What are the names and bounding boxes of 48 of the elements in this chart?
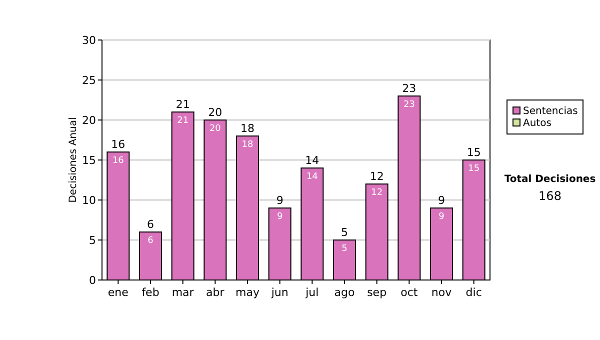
y-tick-label: 15 [82,154,96,167]
total-label: 5 [341,226,348,239]
total-label: 9 [438,194,445,207]
data-label: 21 [177,116,189,126]
x-tick-label: feb [142,286,160,299]
x-tick-label: abr [206,286,225,299]
total-label: 6 [147,218,154,231]
data-label: 15 [468,164,480,174]
y-tick-label: 0 [89,274,96,287]
text: Total Decisiones [504,174,596,185]
x-tick-label: sep [367,286,387,299]
data-label: 20 [209,124,222,134]
data-label: 18 [242,140,254,150]
x-tick-label: jul [304,286,319,299]
y-tick-label: 30 [82,34,96,47]
x-tick-label: mar [172,286,194,299]
legend-label: Autos [523,118,552,129]
total-label: 23 [402,82,416,95]
y-axis-title: Decisiones Anual [68,117,79,203]
data-label: 12 [371,188,383,198]
data-label: 6 [148,236,154,246]
x-tick-label: jun [270,286,288,299]
total-label: 15 [466,146,481,159]
y-tick-label: 5 [89,234,96,247]
x-tick-label: may [236,286,260,299]
x-tick-label: ago [334,286,355,299]
total-label: 12 [370,170,384,183]
total-label: 21 [176,98,190,111]
total-label: 20 [208,106,222,119]
x-tick-label: ene [108,286,129,299]
data-label: 16 [112,156,124,166]
x-tick-label: dic [466,286,482,299]
data-label: 5 [342,244,348,254]
legend-label: Sentencias [523,106,578,117]
total-label: 9 [276,194,284,207]
x-tick-label: nov [431,286,452,299]
y-tick-label: 20 [82,114,96,127]
total-label: 16 [111,138,126,151]
x-tick-label: oct [400,286,418,299]
text: 168 [538,189,562,203]
data-label: 14 [306,172,318,182]
data-label: 9 [438,212,445,222]
y-tick-label: 25 [82,74,96,87]
total-label: 14 [305,154,320,167]
total-label: 18 [240,122,254,135]
data-label: 9 [276,212,283,222]
data-label: 23 [403,100,415,110]
y-tick-label: 10 [82,194,96,207]
